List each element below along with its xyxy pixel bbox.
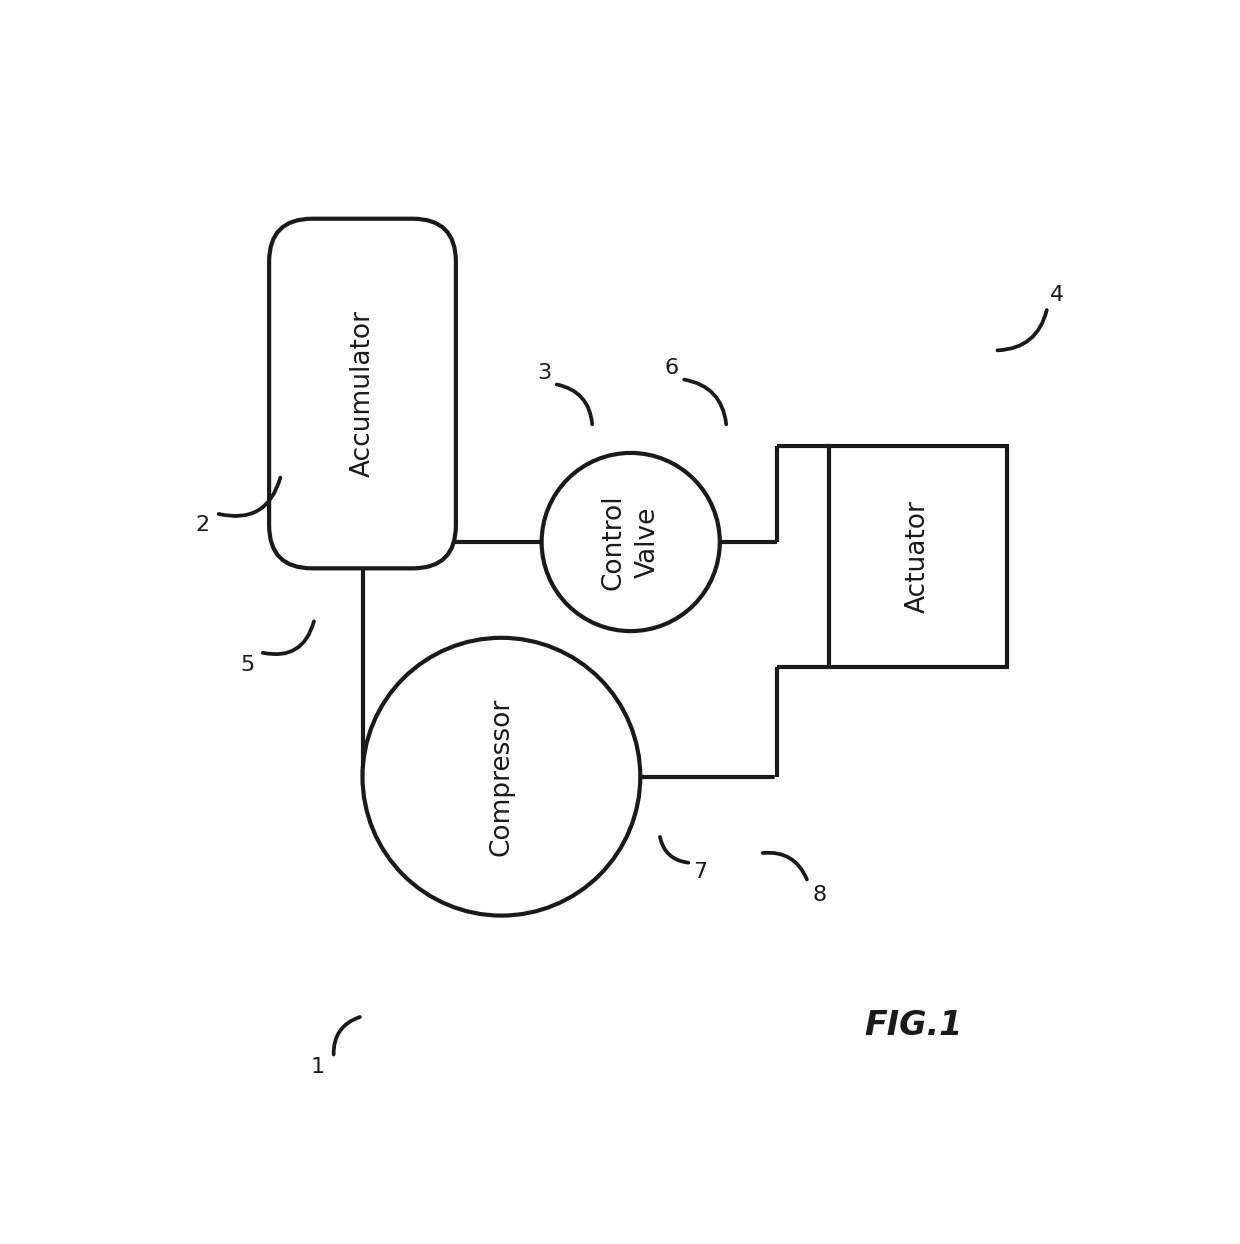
Text: 7: 7 — [693, 862, 708, 882]
Text: Accumulator: Accumulator — [350, 310, 376, 476]
Text: 3: 3 — [537, 363, 552, 383]
Text: 5: 5 — [241, 654, 254, 674]
Text: Compressor: Compressor — [489, 698, 515, 856]
Text: FIG.1: FIG.1 — [864, 1009, 962, 1042]
Text: 1: 1 — [310, 1057, 325, 1077]
Text: Actuator: Actuator — [905, 500, 931, 613]
FancyBboxPatch shape — [269, 219, 456, 569]
Circle shape — [542, 453, 719, 631]
Text: 8: 8 — [812, 884, 827, 904]
Text: 2: 2 — [196, 515, 210, 535]
Text: 4: 4 — [1050, 285, 1064, 305]
Text: 6: 6 — [665, 358, 680, 378]
Circle shape — [362, 638, 640, 916]
Bar — [830, 447, 1007, 667]
Text: Control
Valve: Control Valve — [600, 494, 661, 590]
